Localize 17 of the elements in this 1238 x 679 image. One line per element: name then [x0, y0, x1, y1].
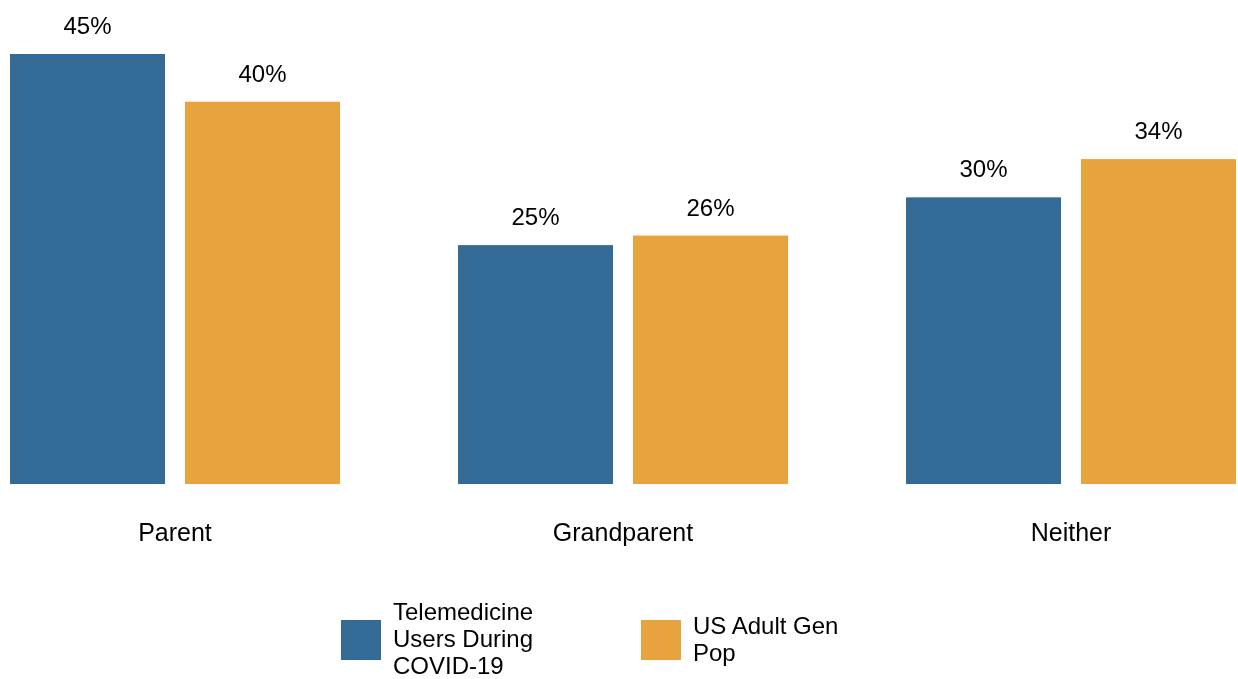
data-label: 30% — [959, 155, 1008, 183]
bar — [1081, 159, 1236, 484]
bar — [10, 54, 165, 484]
data-label: 40% — [238, 59, 287, 87]
bar — [458, 245, 613, 484]
legend-label: Telemedicine Users During COVID-19 — [393, 598, 534, 679]
bar — [633, 235, 788, 484]
bar — [185, 101, 340, 484]
data-label: 26% — [686, 193, 735, 221]
x-tick-label: Parent — [138, 518, 212, 546]
x-tick-label: Neither — [1030, 518, 1112, 546]
data-label: 34% — [1134, 117, 1183, 145]
x-tick-label: Grandparent — [552, 518, 694, 546]
bar — [906, 197, 1061, 484]
data-label: 25% — [511, 203, 560, 231]
data-label: 45% — [63, 12, 112, 39]
legend-label: US Adult Gen Pop — [693, 611, 839, 666]
